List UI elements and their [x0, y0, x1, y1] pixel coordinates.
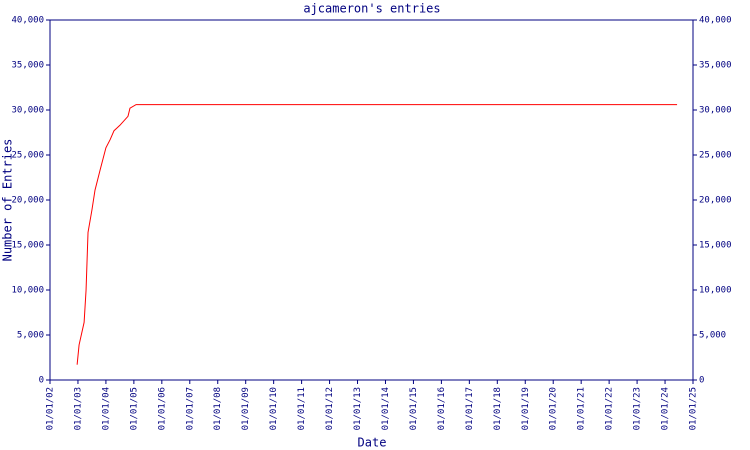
y-tick-label: 15,000 — [11, 241, 44, 251]
y-tick-label: 40,000 — [11, 16, 44, 26]
plot-frame — [49, 19, 694, 381]
x-tick-label: 01/01/23 — [633, 387, 643, 430]
x-tick-label: 01/01/19 — [521, 387, 531, 430]
x-tick-label: 01/01/05 — [129, 387, 139, 430]
y2-tick-label: 35,000 — [699, 61, 732, 71]
chart-title: ajcameron's entries — [303, 2, 440, 16]
y-tick-label: 20,000 — [11, 196, 44, 206]
x-tick-label: 01/01/13 — [353, 387, 363, 430]
y-tick-label: 0 — [39, 376, 44, 386]
x-tick-label: 01/01/25 — [689, 387, 699, 430]
x-tick-label: 01/01/14 — [381, 387, 391, 430]
x-tick-label: 01/01/24 — [661, 387, 671, 430]
x-tick-label: 01/01/10 — [269, 387, 279, 430]
y2-tick-label: 40,000 — [699, 16, 732, 26]
x-tick-label: 01/01/02 — [46, 387, 56, 430]
x-tick-label: 01/01/16 — [437, 387, 447, 430]
x-axis-label: Date — [358, 436, 387, 450]
x-tick-label: 01/01/17 — [465, 387, 475, 430]
x-tick-label: 01/01/20 — [549, 387, 559, 430]
y2-tick-label: 15,000 — [699, 241, 732, 251]
y-tick-label: 25,000 — [11, 151, 44, 161]
y2-tick-label: 0 — [699, 376, 704, 386]
y2-tick-label: 25,000 — [699, 151, 732, 161]
x-tick-label: 01/01/07 — [185, 387, 195, 430]
x-tick-label: 01/01/03 — [73, 387, 83, 430]
x-tick-label: 01/01/12 — [325, 387, 335, 430]
y-tick-label: 10,000 — [11, 286, 44, 296]
y-tick-label: 30,000 — [11, 106, 44, 116]
x-tick-label: 01/01/04 — [101, 387, 111, 430]
x-tick-label: 01/01/08 — [213, 387, 223, 430]
x-tick-label: 01/01/18 — [493, 387, 503, 430]
y2-tick-label: 10,000 — [699, 286, 732, 296]
y-axis-label: Number of Entries — [1, 139, 15, 262]
y-tick-label: 35,000 — [11, 61, 44, 71]
x-tick-label: 01/01/21 — [577, 387, 587, 430]
y2-tick-label: 20,000 — [699, 196, 732, 206]
x-tick-label: 01/01/06 — [157, 387, 167, 430]
y2-tick-label: 5,000 — [699, 331, 726, 341]
data-line — [76, 104, 678, 365]
y-tick-label: 5,000 — [17, 331, 44, 341]
x-tick-label: 01/01/22 — [605, 387, 615, 430]
x-tick-label: 01/01/09 — [241, 387, 251, 430]
x-tick-label: 01/01/15 — [409, 387, 419, 430]
x-tick-label: 01/01/11 — [297, 387, 307, 430]
y2-tick-label: 30,000 — [699, 106, 732, 116]
